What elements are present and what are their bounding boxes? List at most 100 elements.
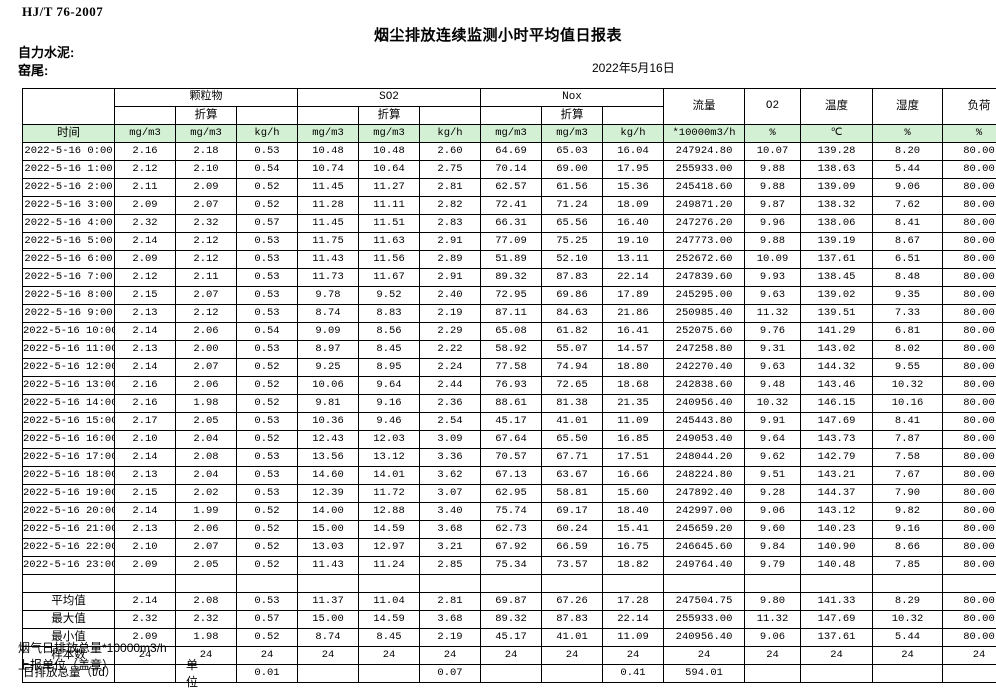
data-cell: 10.48 [298, 143, 359, 161]
row-label-cell: 2022-5-16 23:00 [23, 557, 115, 575]
data-cell: 14.60 [298, 467, 359, 485]
emission-report-table: 颗粒物 SO2 Nox 流量 O2 温度 湿度 负荷 折算 折算 折算 [22, 88, 996, 683]
data-cell [943, 575, 996, 593]
data-cell: 3.68 [420, 521, 481, 539]
data-cell: 9.93 [745, 269, 801, 287]
data-cell: 0.53 [237, 269, 298, 287]
data-cell: 2.12 [176, 305, 237, 323]
data-cell: 7.62 [873, 197, 943, 215]
data-cell: 2.14 [115, 593, 176, 611]
data-cell: 8.66 [873, 539, 943, 557]
data-cell: 16.04 [603, 143, 664, 161]
data-cell: 9.64 [359, 377, 420, 395]
data-cell: 2.10 [176, 161, 237, 179]
data-cell: 76.93 [481, 377, 542, 395]
data-cell: 65.08 [481, 323, 542, 341]
data-cell: 12.88 [359, 503, 420, 521]
data-cell: 2.82 [420, 197, 481, 215]
data-cell: 11.32 [745, 611, 801, 629]
data-cell: 80.00 [943, 233, 996, 251]
data-cell: 9.46 [359, 413, 420, 431]
data-cell: 249053.40 [664, 431, 745, 449]
group-header-humidity: 湿度 [873, 89, 943, 125]
data-cell: 137.61 [801, 251, 873, 269]
data-cell: 8.48 [873, 269, 943, 287]
data-cell: 55.07 [542, 341, 603, 359]
data-cell: 2.85 [420, 557, 481, 575]
data-cell: 8.45 [359, 629, 420, 647]
data-cell: 0.53 [237, 413, 298, 431]
data-cell: 9.64 [745, 431, 801, 449]
data-cell: 0.53 [237, 251, 298, 269]
data-cell: 10.06 [298, 377, 359, 395]
data-cell: 17.51 [603, 449, 664, 467]
group-header-pm: 颗粒物 [115, 89, 298, 107]
data-cell: 0.52 [237, 503, 298, 521]
data-cell: 80.00 [943, 449, 996, 467]
data-cell: 2.09 [115, 557, 176, 575]
data-cell: 247258.80 [664, 341, 745, 359]
footer-reporting-unit-label: 上报单位（盖章） [18, 658, 114, 672]
data-cell: 2.09 [115, 197, 176, 215]
unit-header-temperature: ℃ [801, 125, 873, 143]
unit-header-so2-conv-mgm3: mg/m3 [359, 125, 420, 143]
data-cell: 18.82 [603, 557, 664, 575]
data-cell: 9.16 [873, 521, 943, 539]
data-cell: 245443.80 [664, 413, 745, 431]
data-cell: 80.00 [943, 467, 996, 485]
data-cell: 13.03 [298, 539, 359, 557]
row-label-cell: 2022-5-16 5:00 [23, 233, 115, 251]
data-cell: 2.36 [420, 395, 481, 413]
data-cell: 17.28 [603, 593, 664, 611]
data-cell: 10.74 [298, 161, 359, 179]
data-cell: 11.28 [298, 197, 359, 215]
group-header-temperature: 温度 [801, 89, 873, 125]
data-cell: 138.32 [801, 197, 873, 215]
data-cell: 7.33 [873, 305, 943, 323]
data-cell: 11.51 [359, 215, 420, 233]
data-cell: 2.40 [420, 287, 481, 305]
data-cell: 14.59 [359, 611, 420, 629]
data-cell: 80.00 [943, 359, 996, 377]
data-cell: 24 [664, 647, 745, 665]
data-cell: 10.07 [745, 143, 801, 161]
data-cell: 9.06 [745, 629, 801, 647]
data-cell: 2.22 [420, 341, 481, 359]
data-cell: 2.89 [420, 251, 481, 269]
data-cell: 15.41 [603, 521, 664, 539]
row-label-cell: 2022-5-16 21:00 [23, 521, 115, 539]
data-cell: 80.00 [943, 161, 996, 179]
data-cell: 13.12 [359, 449, 420, 467]
data-cell: 143.21 [801, 467, 873, 485]
data-cell: 77.09 [481, 233, 542, 251]
unit-header-time: 时间 [23, 125, 115, 143]
footer-notes: 烟气日排放总量*10000m3/h 上报单位（盖章） 单位 [18, 640, 167, 674]
data-cell: 9.80 [745, 593, 801, 611]
data-cell: 87.83 [542, 611, 603, 629]
data-cell: 0.52 [237, 557, 298, 575]
data-cell: 45.17 [481, 413, 542, 431]
data-cell: 8.41 [873, 413, 943, 431]
data-cell: 80.00 [943, 269, 996, 287]
data-cell: 8.45 [359, 341, 420, 359]
data-cell: 87.11 [481, 305, 542, 323]
row-label-cell: 2022-5-16 20:00 [23, 503, 115, 521]
footer-unit-label: 单位 [186, 657, 198, 691]
data-cell: 247924.80 [664, 143, 745, 161]
unit-header-nox-mgm3: mg/m3 [481, 125, 542, 143]
data-cell: 0.52 [237, 377, 298, 395]
data-cell: 80.00 [943, 215, 996, 233]
data-cell: 255933.00 [664, 161, 745, 179]
data-cell: 13.11 [603, 251, 664, 269]
sub-header-nox-blank [481, 107, 542, 125]
data-cell: 2.81 [420, 593, 481, 611]
group-header-time [23, 89, 115, 125]
data-cell: 3.21 [420, 539, 481, 557]
data-cell: 2.32 [176, 611, 237, 629]
data-cell: 11.63 [359, 233, 420, 251]
data-cell: 88.61 [481, 395, 542, 413]
